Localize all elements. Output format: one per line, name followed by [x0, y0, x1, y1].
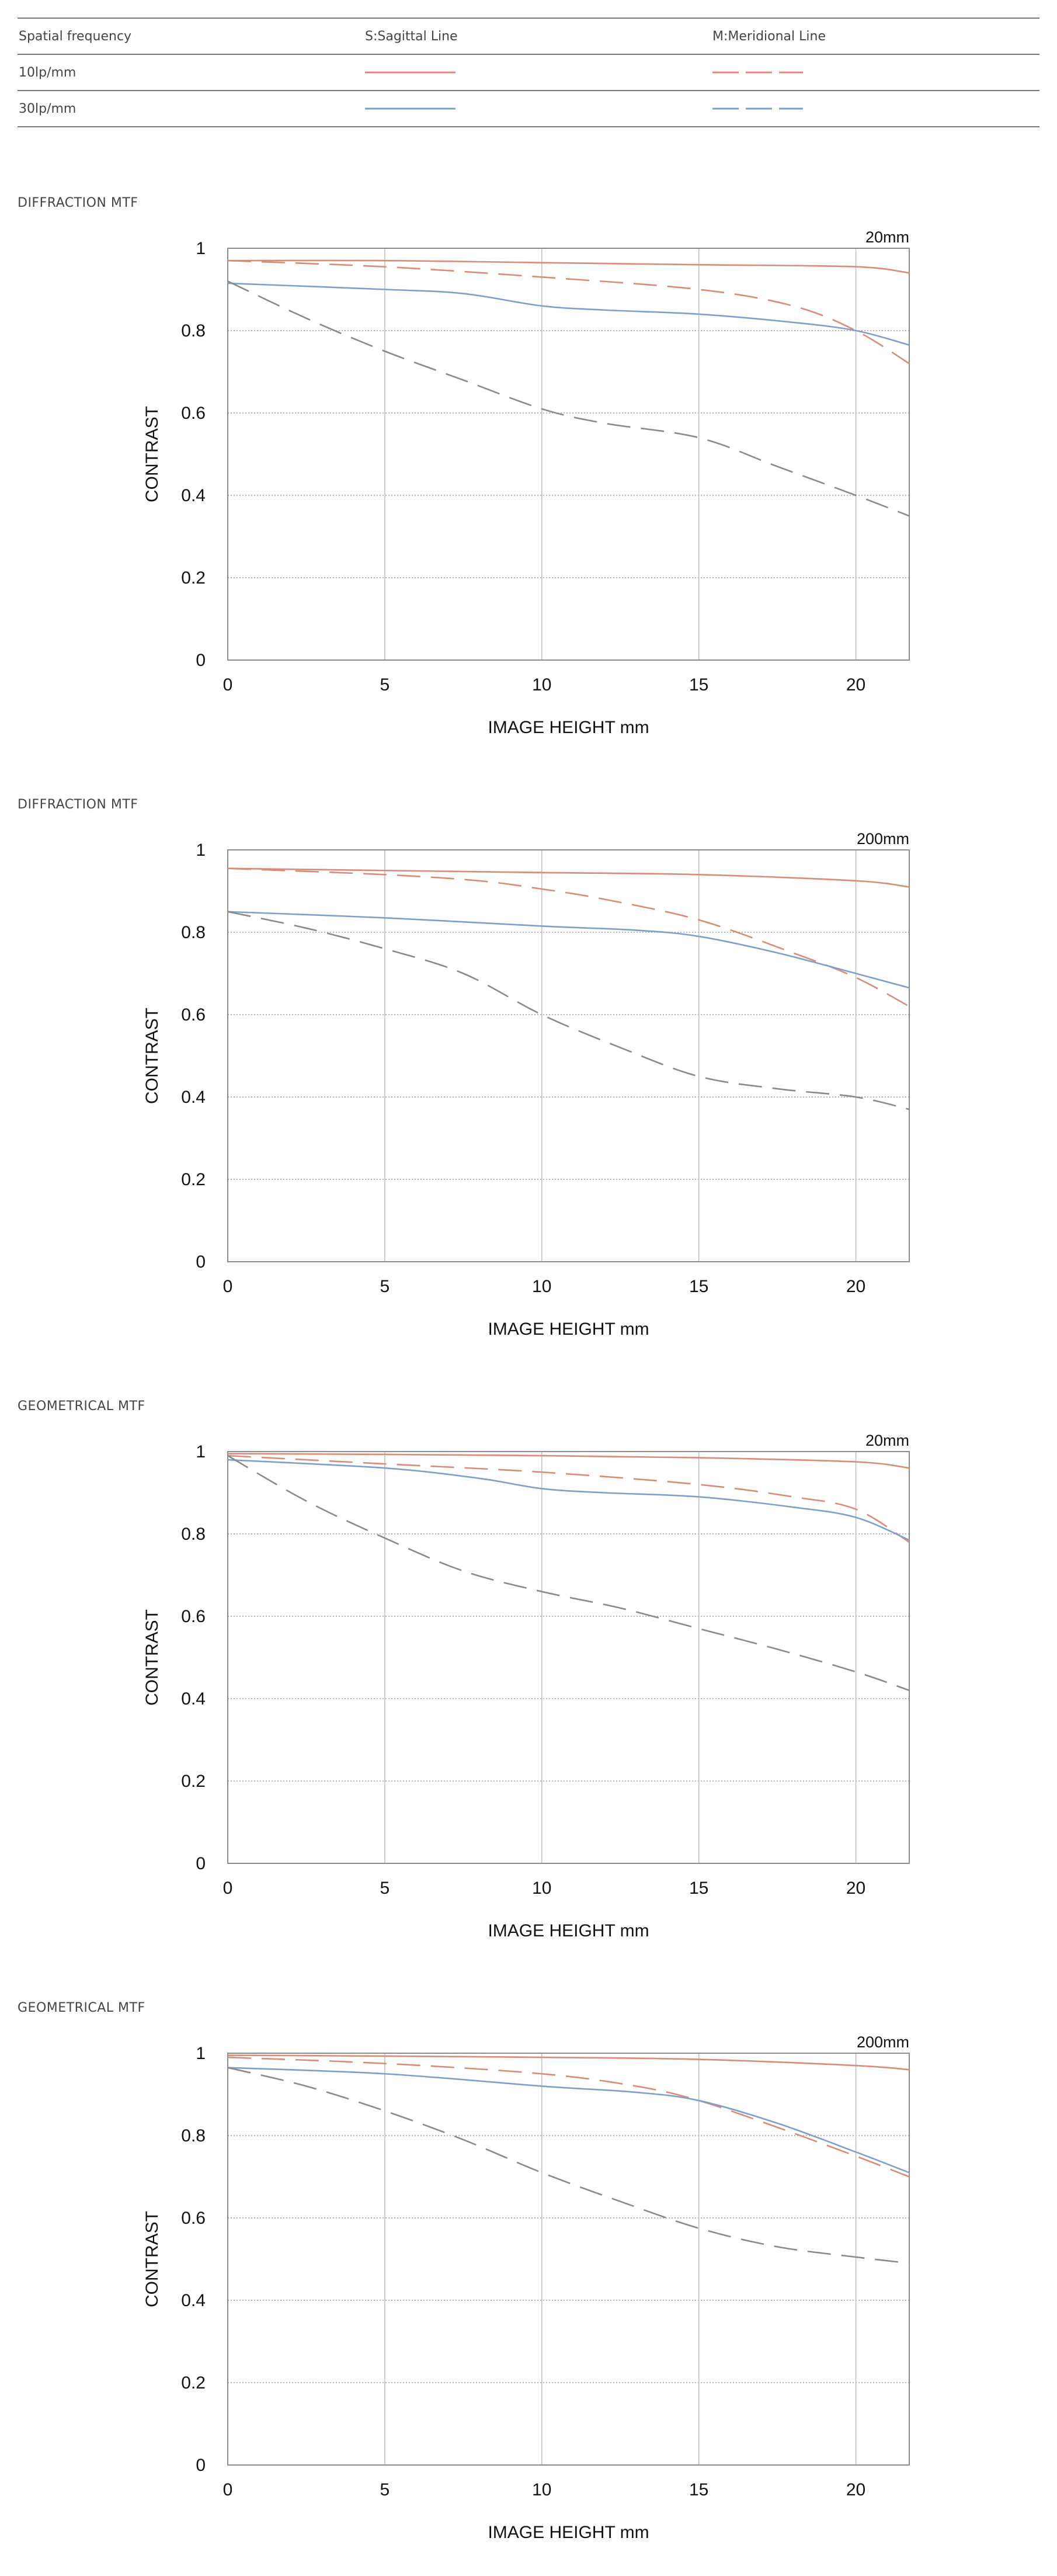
- x-axis-label: IMAGE HEIGHT mm: [488, 1320, 649, 1339]
- x-axis-label: IMAGE HEIGHT mm: [488, 718, 649, 737]
- y-tick-label: 0.6: [181, 2209, 206, 2228]
- y-tick-label: 1: [196, 239, 206, 258]
- y-tick-label: 0.8: [181, 1525, 206, 1544]
- focal-length-label: 200mm: [857, 830, 909, 848]
- y-tick-label: 0: [196, 1854, 206, 1873]
- y-tick-label: 1: [196, 2044, 206, 2063]
- y-tick-label: 1: [196, 841, 206, 860]
- legend-header-spatial-frequency: Spatial frequency: [19, 29, 132, 44]
- y-tick-label: 0.4: [181, 1689, 206, 1709]
- y-tick-label: 0.2: [181, 1170, 206, 1189]
- x-tick-label: 15: [689, 675, 708, 695]
- legend-swatch-30lp-meridional: [712, 107, 803, 110]
- y-tick-label: 0.8: [181, 923, 206, 942]
- series-line-0: [227, 259, 910, 274]
- x-axis-label: IMAGE HEIGHT mm: [488, 1921, 649, 1940]
- legend-swatch-30lp-sagittal: [365, 107, 456, 110]
- legend-label-30lp: 30lp/mm: [19, 101, 77, 116]
- legend-swatch-10lp-sagittal: [365, 71, 456, 74]
- series-line-0: [227, 867, 910, 888]
- x-tick-label: 0: [223, 1277, 233, 1296]
- series-line-3: [227, 280, 910, 517]
- x-tick-label: 5: [380, 2480, 390, 2499]
- x-tick-label: 20: [846, 1277, 865, 1296]
- series-line-0: [227, 1453, 910, 1469]
- x-tick-label: 5: [380, 1277, 390, 1296]
- x-tick-label: 10: [532, 2480, 551, 2499]
- x-axis-label: IMAGE HEIGHT mm: [488, 2523, 649, 2542]
- y-tick-label: 0.8: [181, 321, 206, 341]
- section-title-4: GEOMETRICAL MTF: [18, 2001, 145, 2015]
- plot-frame: [227, 2053, 910, 2466]
- section-title-1: DIFFRACTION MTF: [18, 196, 138, 210]
- series-line-2: [227, 282, 910, 346]
- legend-label-10lp: 10lp/mm: [19, 65, 77, 80]
- x-tick-label: 10: [532, 675, 551, 695]
- x-tick-label: 5: [380, 675, 390, 695]
- y-tick-label: 0.2: [181, 1772, 206, 1791]
- section-title-3: GEOMETRICAL MTF: [18, 1399, 145, 1414]
- legend-swatch-10lp-meridional: [712, 71, 803, 74]
- legend-header-sagittal: S:Sagittal Line: [365, 29, 458, 44]
- x-tick-label: 10: [532, 1879, 551, 1898]
- x-tick-label: 0: [223, 675, 233, 695]
- y-tick-label: 0.4: [181, 2291, 206, 2310]
- y-tick-label: 0.2: [181, 568, 206, 588]
- y-tick-label: 0: [196, 651, 206, 670]
- y-tick-label: 0.6: [181, 1607, 206, 1626]
- series-line-0: [227, 2054, 910, 2071]
- focal-length-label: 200mm: [857, 2033, 909, 2051]
- x-tick-label: 10: [532, 1277, 551, 1296]
- x-tick-label: 0: [223, 1879, 233, 1898]
- series-line-1: [227, 1454, 910, 1543]
- y-axis-label: CONTRAST: [142, 2211, 162, 2307]
- legend-header-row: Spatial frequency S:Sagittal Line M:Meri…: [18, 18, 1039, 55]
- y-tick-label: 0: [196, 1252, 206, 1272]
- series-line-3: [227, 2067, 910, 2264]
- y-tick-label: 0.4: [181, 1088, 206, 1107]
- series-line-2: [227, 911, 910, 989]
- y-tick-label: 1: [196, 1442, 206, 1461]
- legend-row-10lp: 10lp/mm: [18, 55, 1039, 91]
- series-line-1: [227, 867, 910, 1008]
- y-tick-label: 0.6: [181, 404, 206, 423]
- focal-length-label: 20mm: [865, 228, 909, 246]
- series-line-1: [227, 2056, 910, 2178]
- y-axis-label: CONTRAST: [142, 1609, 162, 1706]
- y-tick-label: 0.4: [181, 486, 206, 505]
- plot-frame: [227, 248, 910, 661]
- legend-table: Spatial frequency S:Sagittal Line M:Meri…: [18, 18, 1039, 127]
- x-tick-label: 20: [846, 675, 865, 695]
- y-axis-label: CONTRAST: [142, 1008, 162, 1104]
- x-tick-label: 20: [846, 1879, 865, 1898]
- series-line-2: [227, 1459, 910, 1541]
- x-tick-label: 15: [689, 1277, 708, 1296]
- plot-frame: [227, 849, 910, 1262]
- x-tick-label: 5: [380, 1879, 390, 1898]
- y-axis-label: CONTRAST: [142, 406, 162, 502]
- y-tick-label: 0.8: [181, 2126, 206, 2145]
- series-line-3: [227, 911, 910, 1110]
- plot-frame: [227, 1451, 910, 1864]
- series-line-3: [227, 1454, 910, 1692]
- series-line-1: [227, 259, 910, 364]
- x-tick-label: 15: [689, 1879, 708, 1898]
- x-tick-label: 0: [223, 2480, 233, 2499]
- series-line-2: [227, 2067, 910, 2174]
- section-title-2: DIFFRACTION MTF: [18, 797, 138, 812]
- focal-length-label: 20mm: [865, 1432, 909, 1449]
- legend-header-meridional: M:Meridional Line: [712, 29, 826, 44]
- legend-row-30lp: 30lp/mm: [18, 91, 1039, 127]
- y-tick-label: 0.2: [181, 2373, 206, 2393]
- y-tick-label: 0.6: [181, 1005, 206, 1025]
- y-tick-label: 0: [196, 2456, 206, 2475]
- x-tick-label: 15: [689, 2480, 708, 2499]
- x-tick-label: 20: [846, 2480, 865, 2499]
